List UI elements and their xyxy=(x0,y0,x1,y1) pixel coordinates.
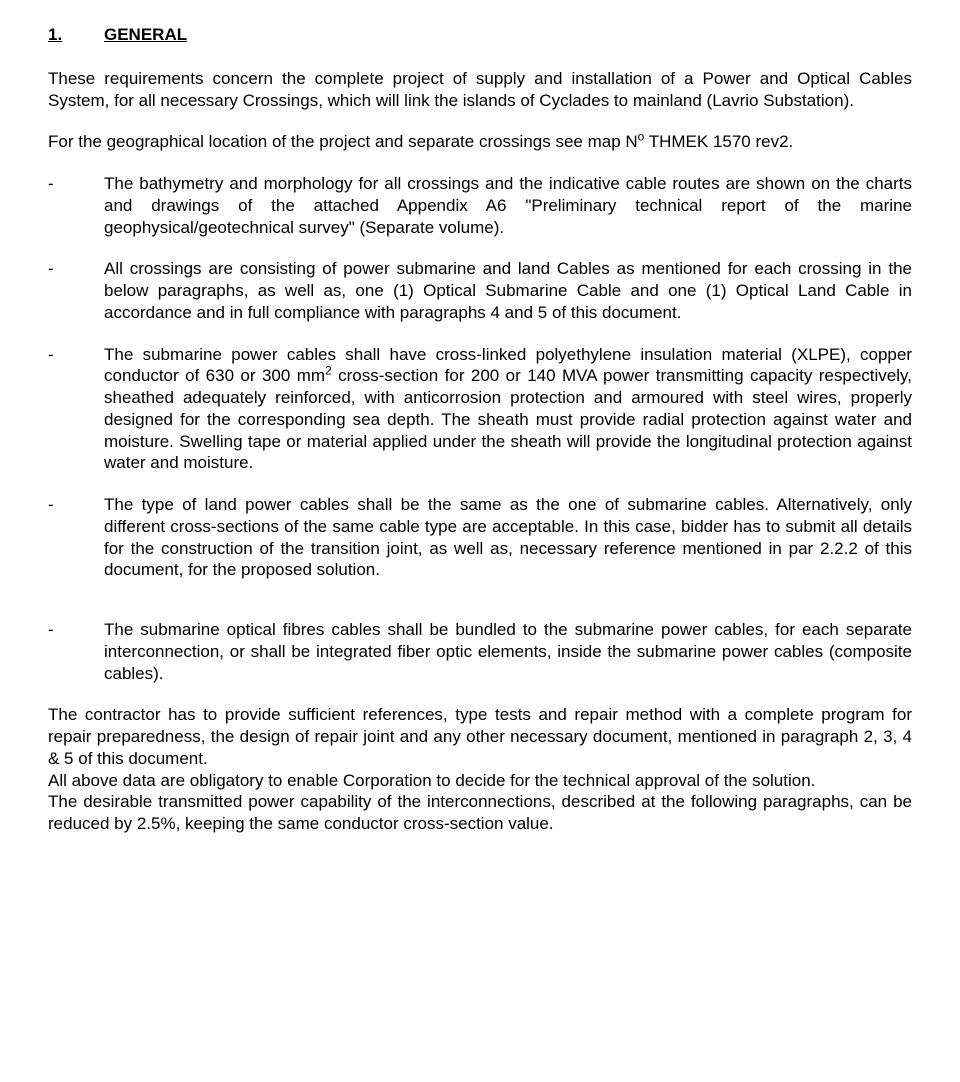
intro-p2-text-a: For the geographical location of the pro… xyxy=(48,132,638,151)
bullet-item: - All crossings are consisting of power … xyxy=(48,258,912,323)
intro-paragraph-1: These requirements concern the complete … xyxy=(48,68,912,112)
bullet-text: All crossings are consisting of power su… xyxy=(104,258,912,323)
bullet-dash: - xyxy=(48,494,104,581)
bullet-dash: - xyxy=(48,344,104,475)
closing-p2: All above data are obligatory to enable … xyxy=(48,770,912,792)
section-number: 1. xyxy=(48,24,104,46)
bullet3-sup: 2 xyxy=(325,364,332,378)
bullet-list: - The bathymetry and morphology for all … xyxy=(48,173,912,684)
bullet-text: The submarine power cables shall have cr… xyxy=(104,344,912,475)
closing-block: The contractor has to provide sufficient… xyxy=(48,704,912,835)
bullet-text: The type of land power cables shall be t… xyxy=(104,494,912,581)
section-title: GENERAL xyxy=(104,25,187,44)
bullet-item: - The bathymetry and morphology for all … xyxy=(48,173,912,238)
bullet-dash: - xyxy=(48,173,104,238)
bullet-item: - The submarine optical fibres cables sh… xyxy=(48,619,912,684)
closing-p3: The desirable transmitted power capabili… xyxy=(48,791,912,835)
bullet-text: The bathymetry and morphology for all cr… xyxy=(104,173,912,238)
bullet-dash: - xyxy=(48,619,104,684)
intro-p2-text-b: THMEK 1570 rev2. xyxy=(644,132,793,151)
section-heading: 1.GENERAL xyxy=(48,24,912,46)
document-page: 1.GENERAL These requirements concern the… xyxy=(0,0,960,1082)
bullet-item: - The submarine power cables shall have … xyxy=(48,344,912,475)
bullet-item: - The type of land power cables shall be… xyxy=(48,494,912,581)
intro-paragraph-2: For the geographical location of the pro… xyxy=(48,131,912,153)
closing-p1: The contractor has to provide sufficient… xyxy=(48,704,912,769)
bullet-dash: - xyxy=(48,258,104,323)
bullet-text: The submarine optical fibres cables shal… xyxy=(104,619,912,684)
